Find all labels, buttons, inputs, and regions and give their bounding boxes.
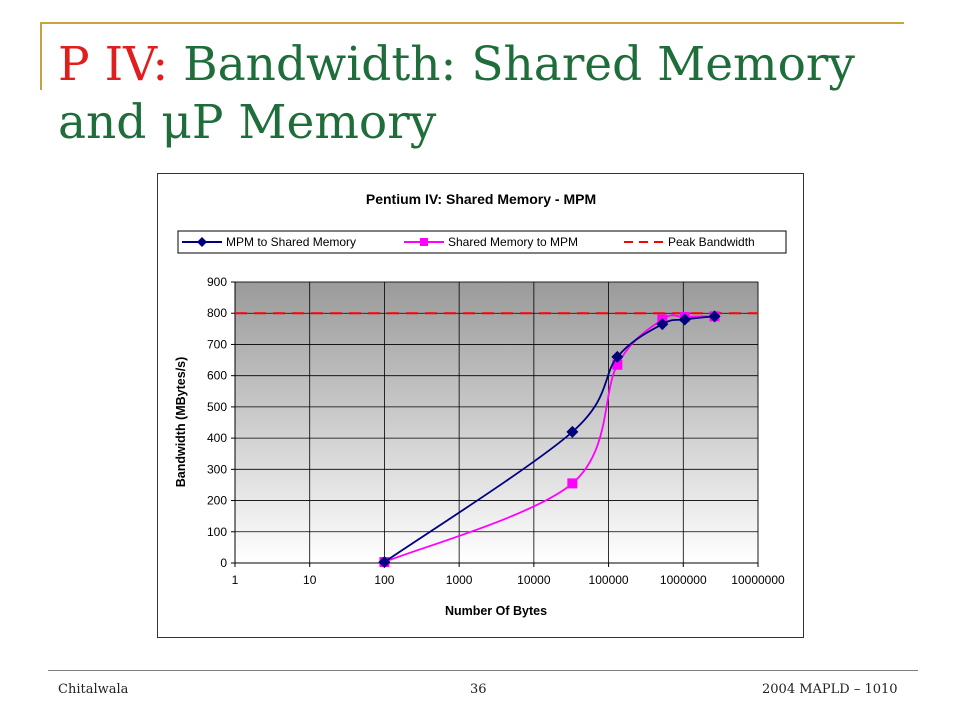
legend-label-mpm-to-shared: MPM to Shared Memory xyxy=(226,235,356,249)
y-tick-label: 700 xyxy=(207,337,227,351)
footer-rule xyxy=(48,670,918,671)
x-tick-label: 1000 xyxy=(446,573,473,587)
legend-box xyxy=(177,230,787,254)
grid-lines xyxy=(234,281,759,564)
y-tick-label: 600 xyxy=(207,369,227,383)
x-axis-label: Number Of Bytes xyxy=(445,604,547,618)
footer-page-number: 36 xyxy=(470,682,487,697)
data-point-mpm-to-shared-memory xyxy=(708,310,721,323)
footer-conference: 2004 MAPLD – 1010 xyxy=(762,682,898,697)
x-tick-label: 1000000 xyxy=(660,573,707,587)
slide-title-prefix: P IV: xyxy=(58,37,169,92)
x-tick-label: 100 xyxy=(374,573,394,587)
bandwidth-chart: Pentium IV: Shared Memory - MPM MPM to S… xyxy=(174,191,787,618)
x-tick-label: 10000000 xyxy=(731,573,785,587)
x-tick-label: 1 xyxy=(232,573,239,587)
data-point-mpm-to-shared-memory xyxy=(678,313,691,326)
slide-title: P IV: Bandwidth: Shared Memory and μP Me… xyxy=(58,36,918,152)
legend-label-shared-to-mpm: Shared Memory to MPM xyxy=(448,235,578,249)
axis-ticks: 0 100 200 300 400 500 600 700 800 900 1 10 100 1000 10… xyxy=(207,275,785,587)
slide-title-text: Bandwidth: Shared Memory and μP Memory xyxy=(58,37,855,150)
legend-marker-square xyxy=(420,238,428,246)
plot-area xyxy=(234,281,759,564)
y-tick-label: 0 xyxy=(220,556,227,570)
y-tick-label: 300 xyxy=(207,462,227,476)
legend-marker-diamond xyxy=(197,237,207,247)
chart-legend: MPM to Shared Memory Shared Memory to MP… xyxy=(177,230,787,254)
y-tick-label: 900 xyxy=(207,275,227,289)
footer-author: Chitalwala xyxy=(58,682,129,697)
data-point-mpm-to-shared-memory xyxy=(656,318,669,331)
chart-container: Pentium IV: Shared Memory - MPM MPM to S… xyxy=(157,173,804,638)
data-point-shared-memory-to-mpm xyxy=(567,478,578,489)
legend-label-peak: Peak Bandwidth xyxy=(668,235,755,249)
data-point-mpm-to-shared-memory xyxy=(378,556,391,569)
series-layer xyxy=(235,310,758,569)
x-tick-label: 100000 xyxy=(589,573,629,587)
y-tick-label: 500 xyxy=(207,400,227,414)
slide-frame-left xyxy=(40,22,42,90)
y-tick-label: 100 xyxy=(207,525,227,539)
data-point-mpm-to-shared-memory xyxy=(611,350,624,363)
chart-title: Pentium IV: Shared Memory - MPM xyxy=(366,191,596,207)
data-point-shared-memory-to-mpm xyxy=(612,359,623,370)
y-tick-label: 200 xyxy=(207,494,227,508)
slide-frame-top xyxy=(40,22,904,24)
x-tick-label: 10 xyxy=(303,573,317,587)
y-tick-label: 400 xyxy=(207,431,227,445)
y-axis-label: Bandwidth (MBytes/s) xyxy=(174,357,188,488)
data-point-mpm-to-shared-memory xyxy=(566,425,579,438)
x-tick-label: 10000 xyxy=(517,573,551,587)
y-tick-label: 800 xyxy=(207,306,227,320)
